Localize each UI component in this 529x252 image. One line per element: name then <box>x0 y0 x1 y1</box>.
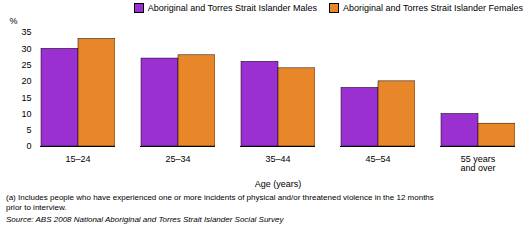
html-text:Aboriginal and Torres Strait I: Aboriginal and Torres Strait Islander Ma… <box>147 3 318 13</box>
html-text:Source: ABS 2008 National Abor: Source: ABS 2008 National Aboriginal and… <box>6 215 284 224</box>
svg-text:Age (years): Age (years) <box>255 179 302 189</box>
svg-text:15–24: 15–24 <box>65 154 90 164</box>
svg-text:15: 15 <box>21 93 31 103</box>
svg-text:25: 25 <box>21 60 31 70</box>
svg-text:30: 30 <box>21 44 31 54</box>
svg-text:25–34: 25–34 <box>165 154 190 164</box>
svg-text:35: 35 <box>21 27 31 37</box>
svg-text:45–54: 45–54 <box>365 154 390 164</box>
html-text:Aboriginal and Torres Strait I: Aboriginal and Torres Strait Islander Fe… <box>343 3 523 13</box>
svg-text:55 yearsand over: 55 yearsand over <box>460 154 495 173</box>
html-text:(a) Includes people who have e: (a) Includes people who have experienced… <box>6 193 434 212</box>
svg-text:20: 20 <box>21 76 31 86</box>
svg-text:35–44: 35–44 <box>265 154 290 164</box>
svg-text:5: 5 <box>26 125 31 135</box>
svg-text:0: 0 <box>26 141 31 151</box>
svg-text:%: % <box>10 16 18 26</box>
svg-text:10: 10 <box>21 109 31 119</box>
